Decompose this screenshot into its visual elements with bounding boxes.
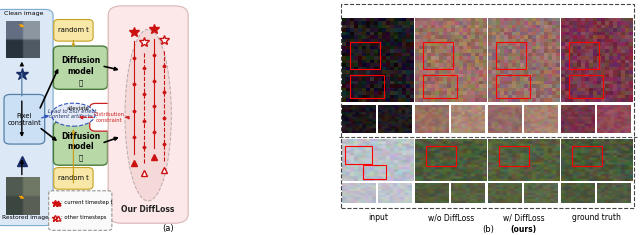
FancyBboxPatch shape (49, 191, 112, 230)
Bar (349, 42, 380, 69)
Text: : current timestep t: : current timestep t (61, 200, 113, 205)
Text: 🔒: 🔒 (78, 155, 83, 161)
Text: random t: random t (58, 27, 89, 33)
Text: Distribution
constraint: Distribution constraint (93, 112, 124, 123)
FancyBboxPatch shape (54, 20, 93, 41)
Bar (363, 165, 386, 179)
Text: Clean image: Clean image (4, 11, 44, 16)
Text: (a): (a) (162, 224, 174, 233)
Bar (499, 146, 529, 166)
Text: Lead to blur effect,
content artifacts...: Lead to blur effect, content artifacts..… (48, 109, 99, 119)
FancyBboxPatch shape (4, 94, 45, 144)
Text: Diffusion
model: Diffusion model (61, 56, 100, 75)
Text: w/o DiffLoss: w/o DiffLoss (428, 213, 474, 222)
FancyBboxPatch shape (53, 122, 108, 165)
Text: Our DiffLoss: Our DiffLoss (122, 205, 175, 214)
Text: Pixel
constraint: Pixel constraint (8, 113, 42, 126)
Bar (568, 42, 598, 69)
Bar (422, 42, 452, 69)
Ellipse shape (51, 103, 95, 126)
Text: (ours): (ours) (511, 225, 537, 234)
Bar (572, 146, 602, 166)
Bar (495, 42, 525, 69)
Text: ground truth: ground truth (572, 213, 621, 222)
Bar (568, 75, 603, 98)
Text: Diffusion
model: Diffusion model (61, 132, 100, 151)
Text: random t: random t (58, 175, 89, 181)
Text: alleviate: alleviate (67, 106, 90, 111)
Bar (495, 75, 530, 98)
Text: 🔒: 🔒 (78, 79, 83, 86)
FancyBboxPatch shape (108, 6, 188, 223)
FancyBboxPatch shape (53, 46, 108, 89)
Bar (422, 75, 457, 98)
FancyBboxPatch shape (90, 103, 128, 131)
Ellipse shape (125, 29, 172, 201)
Bar (345, 146, 372, 164)
Bar (426, 146, 456, 166)
Bar (349, 75, 384, 98)
FancyBboxPatch shape (54, 168, 93, 189)
Text: input: input (368, 213, 388, 222)
Text: Restored image: Restored image (2, 215, 49, 220)
Text: w/ DiffLoss: w/ DiffLoss (503, 213, 545, 222)
Text: (b): (b) (482, 225, 494, 234)
Text: : other timesteps: : other timesteps (61, 215, 107, 220)
FancyBboxPatch shape (0, 9, 53, 226)
